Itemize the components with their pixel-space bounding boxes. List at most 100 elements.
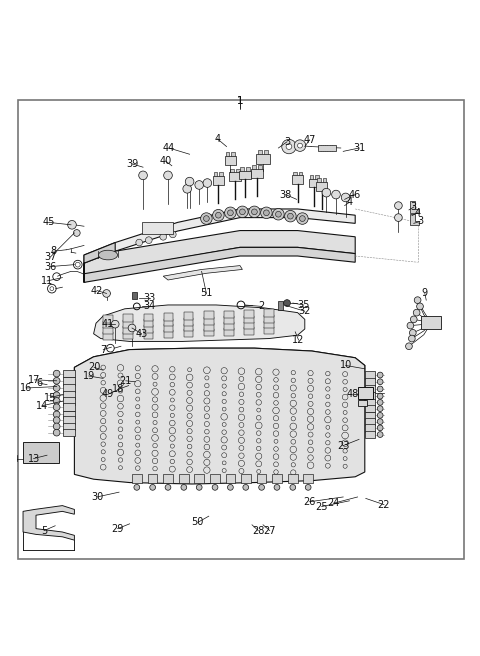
Bar	[164, 325, 173, 332]
Text: 31: 31	[353, 143, 365, 153]
Circle shape	[377, 379, 383, 384]
Bar	[63, 422, 75, 430]
Bar	[365, 431, 375, 438]
Circle shape	[406, 343, 412, 350]
Circle shape	[395, 202, 402, 209]
Bar	[23, 441, 59, 463]
Bar	[103, 321, 113, 329]
Circle shape	[408, 335, 415, 342]
Bar	[179, 474, 189, 483]
Circle shape	[228, 485, 233, 490]
Polygon shape	[84, 230, 355, 282]
Bar	[244, 310, 254, 318]
Circle shape	[377, 372, 383, 378]
Bar	[184, 312, 193, 320]
Bar	[365, 399, 375, 406]
Bar	[264, 309, 274, 317]
Text: 15: 15	[44, 392, 57, 403]
Circle shape	[288, 213, 293, 219]
Text: 4: 4	[215, 134, 220, 144]
Circle shape	[53, 429, 60, 436]
Circle shape	[410, 316, 417, 323]
Text: 44: 44	[163, 143, 175, 153]
Text: 40: 40	[159, 156, 172, 166]
Text: 7: 7	[100, 344, 107, 355]
Text: 45: 45	[43, 217, 55, 228]
Bar	[229, 173, 241, 181]
Circle shape	[297, 213, 308, 224]
Circle shape	[276, 211, 281, 217]
Circle shape	[413, 309, 420, 316]
Circle shape	[240, 209, 245, 215]
Circle shape	[53, 377, 60, 384]
Circle shape	[139, 171, 147, 180]
Bar	[144, 319, 153, 327]
Bar	[258, 150, 262, 154]
Bar	[236, 169, 240, 173]
Circle shape	[195, 180, 204, 190]
Text: 27: 27	[264, 525, 276, 535]
Bar	[365, 405, 375, 413]
Bar	[63, 392, 75, 399]
Bar	[184, 318, 193, 325]
Text: 29: 29	[111, 523, 124, 533]
Bar	[213, 176, 224, 185]
Text: 21: 21	[120, 376, 132, 386]
Bar	[63, 411, 75, 419]
Text: 32: 32	[299, 306, 311, 316]
Circle shape	[332, 190, 340, 199]
Text: 24: 24	[327, 498, 340, 508]
Bar	[132, 291, 137, 299]
Bar	[219, 173, 223, 176]
Polygon shape	[84, 243, 115, 282]
Bar	[316, 182, 327, 191]
Circle shape	[377, 386, 383, 392]
Circle shape	[169, 231, 176, 237]
Bar	[365, 385, 375, 393]
Circle shape	[273, 209, 284, 220]
Circle shape	[165, 485, 171, 490]
Bar	[258, 165, 262, 169]
Circle shape	[261, 207, 272, 218]
Text: 23: 23	[337, 441, 349, 451]
Circle shape	[264, 210, 269, 216]
Circle shape	[252, 209, 257, 215]
Circle shape	[377, 394, 383, 399]
Polygon shape	[410, 214, 419, 225]
Text: 49: 49	[102, 389, 114, 400]
Circle shape	[377, 400, 383, 405]
Circle shape	[377, 425, 383, 431]
Text: 30: 30	[91, 492, 103, 502]
Ellipse shape	[98, 250, 118, 260]
Text: 11: 11	[41, 276, 53, 286]
Text: 8: 8	[51, 246, 57, 256]
Bar	[164, 330, 173, 338]
Bar	[252, 165, 256, 169]
Circle shape	[298, 143, 302, 148]
Text: 20: 20	[88, 362, 100, 373]
Circle shape	[216, 213, 221, 218]
Text: 22: 22	[378, 500, 390, 510]
Bar	[103, 327, 113, 335]
Circle shape	[294, 140, 306, 152]
Circle shape	[128, 324, 136, 332]
Bar	[365, 371, 375, 379]
Polygon shape	[94, 305, 305, 341]
Text: 13: 13	[27, 453, 40, 464]
Circle shape	[213, 209, 224, 221]
Text: 10: 10	[339, 360, 352, 371]
Circle shape	[395, 214, 402, 222]
Bar	[123, 326, 133, 333]
Text: 4: 4	[415, 208, 420, 218]
Bar	[264, 321, 274, 329]
Bar	[256, 154, 270, 164]
Circle shape	[53, 411, 60, 418]
Circle shape	[150, 485, 156, 490]
Text: 42: 42	[91, 285, 103, 296]
Bar	[264, 150, 268, 154]
Bar	[257, 474, 266, 483]
Bar	[365, 378, 375, 386]
Text: 33: 33	[144, 293, 156, 303]
Circle shape	[201, 213, 212, 224]
Text: 50: 50	[192, 518, 204, 527]
